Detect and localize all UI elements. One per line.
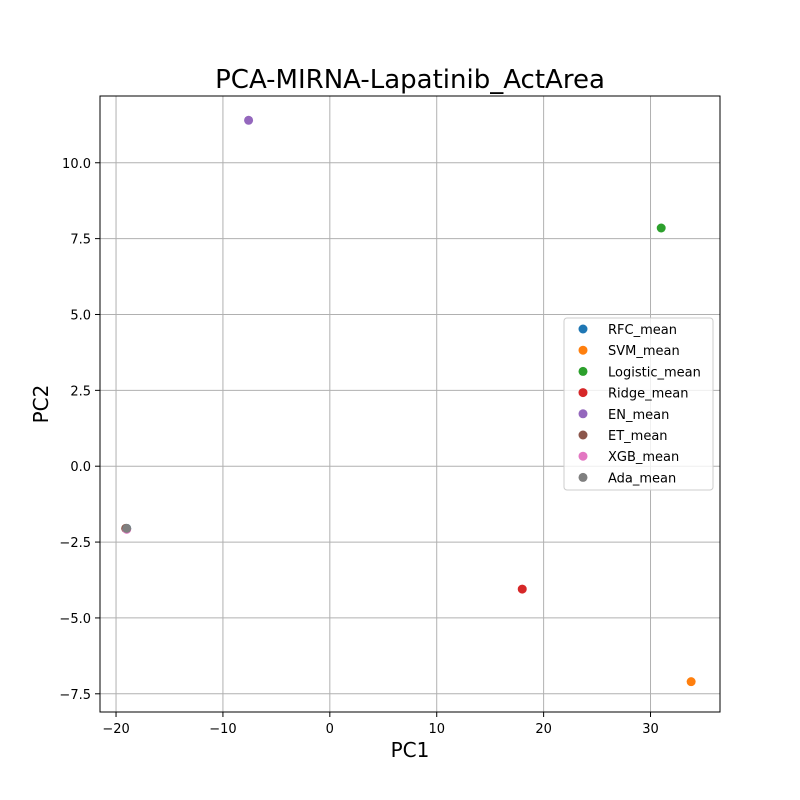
y-tick-label: 10.0 bbox=[62, 157, 91, 172]
plot-frame bbox=[99, 95, 721, 713]
legend-label: Ada_mean bbox=[608, 471, 676, 486]
y-tick-label: 7.5 bbox=[70, 233, 91, 248]
data-point-EN_mean bbox=[244, 115, 254, 125]
y-tick-label: 5.0 bbox=[70, 308, 91, 323]
legend-label: EN_mean bbox=[608, 408, 669, 423]
y-tick-label: 0.0 bbox=[70, 460, 91, 475]
legend-marker bbox=[578, 472, 588, 482]
x-tick-label: −20 bbox=[102, 722, 129, 737]
y-tick-label: −5.0 bbox=[59, 612, 91, 627]
legend-label: ET_mean bbox=[608, 429, 668, 444]
data-point-Logistic_mean bbox=[656, 223, 666, 233]
legend-label: RFC_mean bbox=[608, 323, 677, 338]
legend-marker bbox=[578, 409, 588, 419]
legend-marker bbox=[578, 430, 588, 440]
data-points bbox=[121, 115, 696, 687]
legend-label: SVM_mean bbox=[608, 344, 680, 359]
legend-marker bbox=[578, 366, 588, 376]
y-tick-label: −7.5 bbox=[59, 688, 91, 703]
legend-label: XGB_mean bbox=[608, 450, 679, 465]
x-tick-label: 10 bbox=[428, 722, 445, 737]
chart-title: PCA-MIRNA-Lapatinib_ActArea bbox=[215, 65, 605, 95]
legend: RFC_mean SVM_mean Logistic_mean Ridge_mean E… bbox=[563, 317, 714, 491]
legend-label: Ridge_mean bbox=[608, 387, 689, 402]
data-point-SVM_mean bbox=[686, 677, 696, 687]
y-axis-label: PC2 bbox=[29, 385, 53, 424]
x-tick-label: 20 bbox=[535, 722, 552, 737]
legend-marker bbox=[578, 324, 588, 334]
legend-box bbox=[563, 317, 714, 491]
legend-marker bbox=[578, 345, 588, 355]
axis-ticks: −20 −10 0 10 20 30 −7.5 −5.0 −2.5 0.0 2.5 5.0 7.5 10.… bbox=[59, 157, 658, 737]
data-point-Ridge_mean bbox=[517, 584, 527, 594]
legend-marker bbox=[578, 388, 588, 398]
data-point-Ada_mean bbox=[122, 523, 132, 533]
x-tick-label: 30 bbox=[642, 722, 659, 737]
y-tick-label: −2.5 bbox=[59, 536, 91, 551]
y-tick-label: 2.5 bbox=[70, 384, 91, 399]
legend-marker bbox=[578, 451, 588, 461]
x-tick-label: 0 bbox=[326, 722, 334, 737]
x-axis-label: PC1 bbox=[391, 738, 430, 762]
x-tick-label: −10 bbox=[209, 722, 236, 737]
legend-label: Logistic_mean bbox=[608, 365, 701, 380]
